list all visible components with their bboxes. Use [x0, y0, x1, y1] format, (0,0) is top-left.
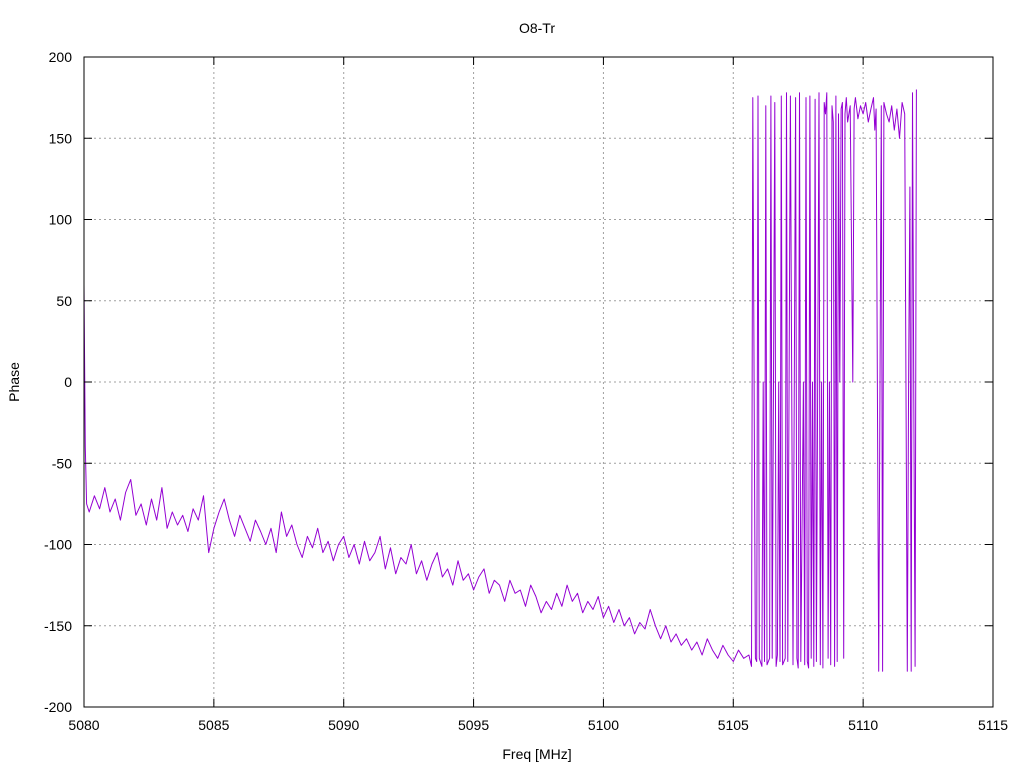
x-tick-label: 5085 — [198, 717, 229, 733]
y-tick-label: 0 — [64, 374, 72, 390]
y-tick-label: -100 — [44, 537, 72, 553]
y-tick-labels: -200 -150 -100 -50 0 50 100 150 200 — [44, 49, 72, 715]
x-tick-label: 5100 — [588, 717, 619, 733]
y-tick-label: 200 — [49, 49, 73, 65]
x-tick-labels: 5080 5085 5090 5095 5100 5105 5110 5115 — [68, 717, 1008, 733]
x-tick-label: 5090 — [328, 717, 359, 733]
x-tick-label: 5080 — [68, 717, 99, 733]
x-axis-label: Freq [MHz] — [502, 746, 571, 762]
y-tick-label: -150 — [44, 618, 72, 634]
series-line — [83, 89, 917, 672]
x-tick-label: 5115 — [978, 717, 1008, 733]
y-tick-label: -200 — [44, 699, 72, 715]
x-tick-label: 5105 — [718, 717, 749, 733]
series-group — [83, 89, 917, 672]
y-axis-label: Phase — [6, 362, 22, 402]
y-tick-label: -50 — [52, 455, 72, 471]
x-tick-label: 5110 — [848, 717, 878, 733]
y-tick-label: 50 — [56, 293, 72, 309]
x-tick-label: 5095 — [458, 717, 489, 733]
axis-ticks — [83, 56, 994, 708]
chart-title: O8-Tr — [519, 20, 555, 36]
grid-lines — [84, 57, 993, 707]
y-tick-label: 150 — [49, 130, 73, 146]
y-tick-label: 100 — [49, 212, 73, 228]
